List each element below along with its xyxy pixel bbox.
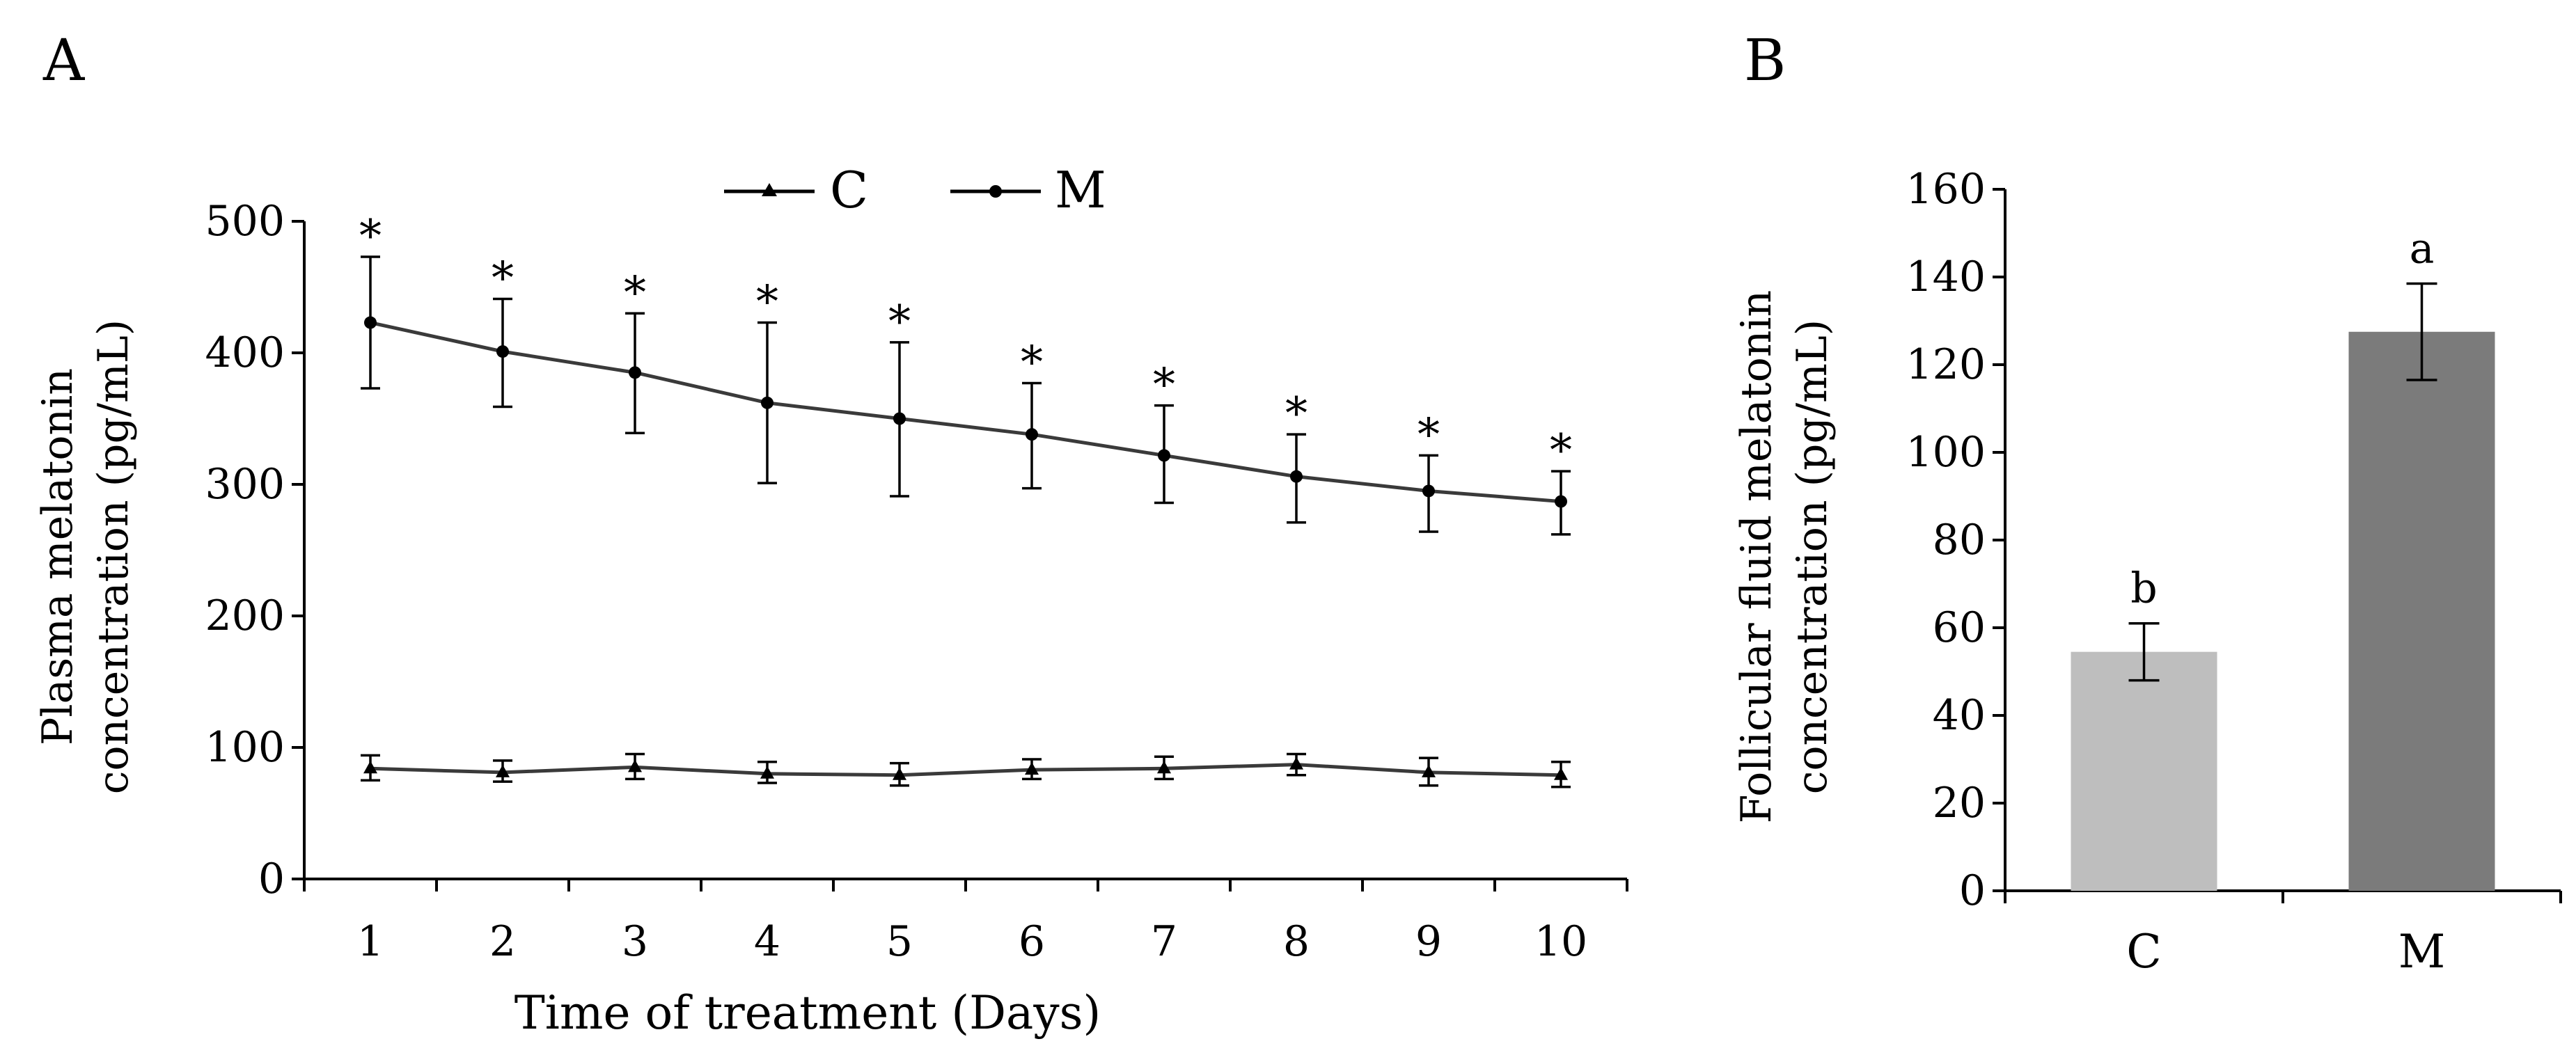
bar-m-significance-letter: a (2410, 224, 2435, 273)
series-c-point (1422, 764, 1436, 777)
panel-a-marks: * * * * * * * * * * (359, 211, 1572, 788)
panel-a-x-tick-label: 4 (754, 917, 780, 966)
bar-c-significance-letter: b (2130, 564, 2157, 613)
panel-a-y-tick-label: 400 (205, 328, 285, 377)
series-m-point (1158, 449, 1170, 462)
panel-b-letter: B (1744, 28, 1786, 94)
panel-a-y-tick-label: 500 (205, 197, 285, 246)
panel-b-axes: 0 20 40 60 80 100 120 140 160 C M (1906, 165, 2562, 978)
significance-asterisk: * (756, 277, 778, 328)
legend-c-label: C (830, 161, 868, 219)
panel-b-y-tick-label: 100 (1906, 428, 1986, 477)
series-m-line (370, 321, 1562, 504)
significance-asterisk: * (1550, 425, 1572, 477)
panel-a-x-tick-label: 7 (1151, 917, 1177, 966)
panel-b-y-axis-label: Follicular fluid melatonin concentration… (1732, 290, 1837, 823)
panel-b-y-tick-label: 140 (1906, 253, 1986, 301)
series-m-point (496, 345, 509, 358)
series-m-point (629, 366, 641, 379)
panel-a-y-axis-label-line-1: Plasma melatonin (33, 368, 82, 745)
series-c-point (496, 764, 510, 777)
panel-a-y-axis-label: Plasma melatonin concentration (pg/mL) (33, 319, 138, 794)
panel-b-y-tick-label: 0 (1959, 866, 1986, 915)
series-m-point (1555, 495, 1567, 508)
panel-b-y-tick-label: 160 (1906, 165, 1986, 214)
panel-a-y-axis-label-line-2: concentration (pg/mL) (89, 319, 138, 794)
panel-a-y-tick-label: 300 (205, 460, 285, 509)
bar-c (2071, 651, 2217, 891)
panel-a-x-tick-label: 6 (1019, 917, 1045, 966)
significance-asterisk: * (492, 253, 514, 305)
series-m-point (1422, 484, 1435, 498)
panel-b-marks: ba (2071, 224, 2495, 891)
series-c-point (760, 766, 774, 779)
panel-a-x-tick-label: 9 (1415, 917, 1442, 966)
series-c-point (628, 759, 642, 772)
series-m-point (761, 396, 773, 409)
panel-b-y-axis-label-line-2: concentration (pg/mL) (1788, 319, 1837, 794)
panel-a-x-axis-label: Time of treatment (Days) (515, 986, 1101, 1040)
series-c-point (363, 761, 377, 774)
significance-asterisk: * (888, 296, 911, 348)
panel-a-y-tick-label: 100 (205, 723, 285, 772)
panel-a-x-tick-label: 3 (622, 917, 648, 966)
series-m-point (893, 412, 906, 425)
legend-c-triangle-marker (762, 183, 777, 196)
panel-a-y-tick-label: 200 (205, 592, 285, 640)
series-c-point (893, 767, 906, 780)
panel-a-x-tick-label: 10 (1534, 917, 1587, 966)
series-m-point (1290, 470, 1303, 483)
panel-a-y-tick-label: 0 (258, 855, 285, 903)
panel-b-x-tick-label: M (2398, 925, 2446, 978)
panel-b-y-tick-label: 80 (1933, 516, 1986, 564)
significance-asterisk: * (1021, 337, 1043, 388)
panel-a-legend: C M (724, 161, 1106, 219)
panel-b-y-tick-label: 40 (1933, 691, 1986, 740)
panel-b-x-tick-label: C (2126, 925, 2162, 978)
series-c-point (1025, 762, 1039, 775)
bar-m (2348, 331, 2495, 891)
significance-asterisk: * (1153, 360, 1175, 411)
panel-b-y-tick-label: 20 (1933, 779, 1986, 827)
panel-a-letter: A (42, 28, 86, 94)
panel-a-axes: 0 100 200 300 400 500 1 2 3 4 5 6 7 8 9 10 (205, 197, 1628, 966)
panel-a-x-tick-label: 5 (886, 917, 913, 966)
significance-asterisk: * (359, 211, 382, 262)
series-c-point (1554, 767, 1568, 780)
panel-a-x-tick-label: 8 (1283, 917, 1310, 966)
panel-b-y-tick-label: 120 (1906, 340, 1986, 389)
series-m-point (1026, 428, 1038, 441)
significance-asterisk: * (624, 267, 646, 319)
significance-asterisk: * (1285, 388, 1307, 440)
legend-m-circle-marker (989, 185, 1002, 198)
series-c-point (1157, 761, 1171, 774)
legend-m-label: M (1055, 161, 1106, 219)
series-c-point (1289, 756, 1303, 770)
series-m-point (364, 316, 377, 329)
panel-b-y-tick-label: 60 (1933, 603, 1986, 652)
panel-a-x-tick-label: 2 (489, 917, 516, 966)
significance-asterisk: * (1417, 409, 1440, 461)
series-c-line (370, 763, 1562, 777)
panel-a-x-tick-label: 1 (357, 917, 384, 966)
panel-b-y-axis-label-line-1: Follicular fluid melatonin (1732, 290, 1781, 823)
